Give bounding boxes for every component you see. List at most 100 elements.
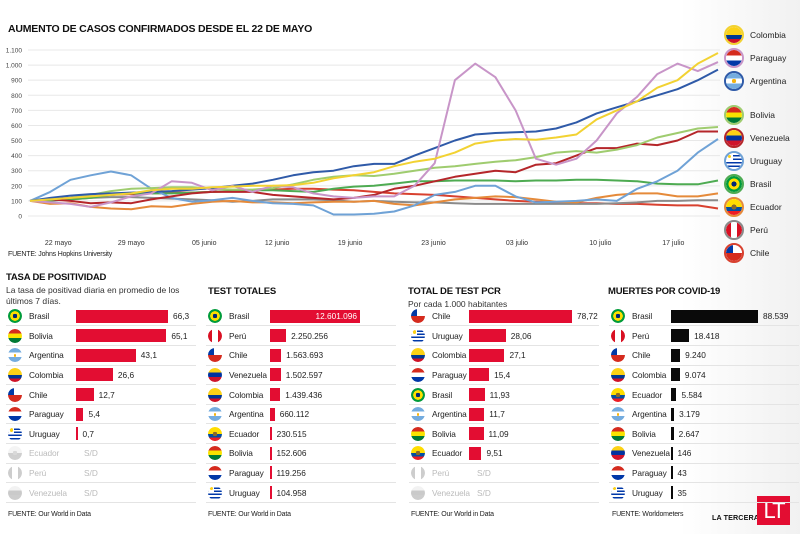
value-label: 12.601.096 xyxy=(315,311,357,322)
panel-source: FUENTE: Our World in Data xyxy=(411,511,494,518)
bar xyxy=(76,348,136,362)
bar-row: Perú S/D xyxy=(6,464,196,484)
category-label: Uruguay xyxy=(29,428,60,439)
peru-flag-icon xyxy=(726,222,742,238)
panel-muertes: MUERTES POR COVID-19 xyxy=(608,286,798,297)
venezuela-flag-icon xyxy=(8,485,22,500)
argentina-flag-icon xyxy=(8,348,22,363)
value-label: S/D xyxy=(84,487,98,498)
line-chart-source: FUENTE: Johns Hopkins University xyxy=(8,251,113,258)
category-label: Paraguay xyxy=(432,369,467,380)
series-line-paraguay xyxy=(29,61,719,208)
bar-row: Brasil 12.601.096 xyxy=(206,307,396,327)
series-line-colombia xyxy=(29,52,719,202)
bolivia-flag-icon xyxy=(611,426,625,441)
brand-logo[interactable]: LT xyxy=(757,496,790,525)
category-label: Ecuador xyxy=(432,448,463,459)
category-label: Perú xyxy=(229,330,247,341)
colombia-flag-icon xyxy=(611,367,625,382)
bar xyxy=(469,309,572,323)
bar-row: Argentina 3.179 xyxy=(609,405,799,425)
panel-subtitle: Por cada 1.000 habitantes xyxy=(408,299,508,309)
value-label: 28,06 xyxy=(510,330,532,341)
paraguay-flag-icon xyxy=(724,48,744,68)
bar xyxy=(469,348,505,362)
value-label: 9.240 xyxy=(685,350,706,361)
category-label: Argentina xyxy=(632,409,667,420)
value-label: 65,1 xyxy=(171,330,188,341)
bar xyxy=(671,348,681,362)
bar xyxy=(469,329,506,343)
category-label: Chile xyxy=(632,350,651,361)
chile-flag-icon xyxy=(726,245,742,261)
bar xyxy=(671,388,677,402)
bar xyxy=(671,446,673,460)
x-tick-label: 22 mayo xyxy=(45,240,72,247)
bar xyxy=(671,466,673,480)
brasil-flag-icon xyxy=(726,176,742,192)
legend-label: Perú xyxy=(750,225,768,235)
category-label: Chile xyxy=(432,311,451,322)
category-label: Colombia xyxy=(29,369,64,380)
value-label: 9,51 xyxy=(486,448,503,459)
uruguay-flag-icon xyxy=(726,153,742,169)
bar-row: Venezuela 146 xyxy=(609,444,799,464)
bar xyxy=(671,309,758,323)
y-tick-label: 0 xyxy=(18,214,22,221)
category-label: Ecuador xyxy=(632,389,663,400)
y-tick-label: 300 xyxy=(11,168,22,175)
y-tick-label: 400 xyxy=(11,153,22,160)
bar-row: Paraguay 5,4 xyxy=(6,405,196,425)
y-tick-label: 1.000 xyxy=(6,63,23,70)
value-label: 27,1 xyxy=(509,350,526,361)
category-label: Argentina xyxy=(29,350,64,361)
bar-row: Uruguay 104.958 xyxy=(206,483,396,503)
peru-flag-icon xyxy=(8,465,22,480)
bar xyxy=(671,427,674,441)
bar-row: Brasil 11,93 xyxy=(409,385,599,405)
bar-row: Colombia 26,6 xyxy=(6,366,196,386)
bar-row: Chile 78,72 xyxy=(409,307,599,327)
category-label: Venezuela xyxy=(632,448,670,459)
argentina-flag-icon xyxy=(724,71,744,91)
brand-name: LA TERCERA xyxy=(712,513,760,522)
category-label: Argentina xyxy=(432,409,467,420)
ecuador-flag-icon xyxy=(611,387,625,402)
bar-row: Argentina 11,7 xyxy=(409,405,599,425)
bar-row: Colombia 9.074 xyxy=(609,366,799,386)
bar-row: Argentina 43,1 xyxy=(6,346,196,366)
panel-test-pcr: TOTAL DE TEST PCR Por cada 1.000 habitan… xyxy=(408,286,598,310)
category-label: Perú xyxy=(432,467,450,478)
legend-item: Venezuela xyxy=(724,127,790,149)
bar xyxy=(76,329,167,343)
series-line-venezuela xyxy=(29,130,718,205)
category-label: Colombia xyxy=(432,350,467,361)
value-label: 2.250.256 xyxy=(291,330,328,341)
category-label: Chile xyxy=(229,350,248,361)
legend-item: Perú xyxy=(724,219,768,241)
category-label: Venezuela xyxy=(229,369,267,380)
bar xyxy=(270,368,281,382)
colombia-flag-icon xyxy=(726,27,742,43)
value-label: 88.539 xyxy=(763,311,789,322)
bar-row: Perú 2.250.256 xyxy=(206,327,396,346)
argentina-flag-icon xyxy=(611,407,625,422)
x-tick-label: 05 junio xyxy=(192,240,217,247)
category-label: Paraguay xyxy=(229,467,264,478)
y-tick-label: 1.100 xyxy=(6,48,23,55)
bar-row: Colombia 1.439.436 xyxy=(206,385,396,405)
value-label: 1.502.597 xyxy=(285,369,323,380)
y-tick-label: 700 xyxy=(11,108,22,115)
panel-tasa-positividad: TASA DE POSITIVIDAD La tasa de positivad… xyxy=(6,272,196,307)
x-tick-label: 23 junio xyxy=(421,240,446,247)
brasil-flag-icon xyxy=(724,174,744,194)
bar xyxy=(270,446,272,460)
series-line-bolivia xyxy=(29,126,719,202)
brasil-flag-icon xyxy=(208,309,222,324)
value-label: 3.179 xyxy=(679,409,700,420)
bar-row: Paraguay 119.256 xyxy=(206,464,396,484)
value-label: 43,1 xyxy=(140,350,157,361)
bar xyxy=(671,329,690,343)
category-label: Venezuela xyxy=(432,487,470,498)
chile-flag-icon xyxy=(411,309,425,324)
